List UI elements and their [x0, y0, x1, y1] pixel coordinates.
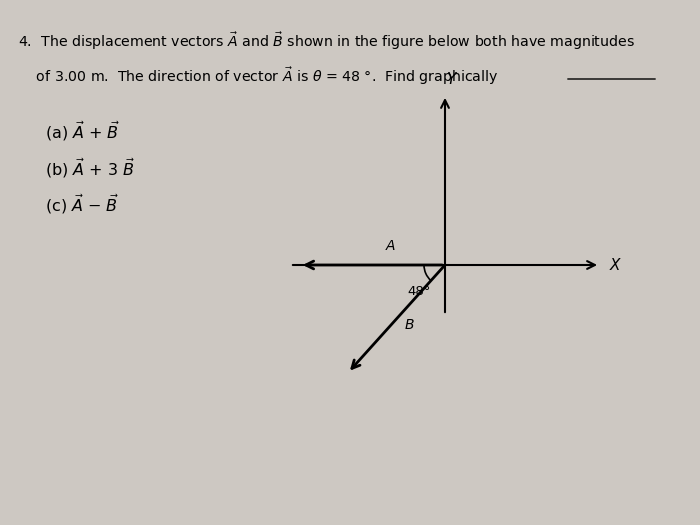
Text: 48°: 48°	[407, 285, 430, 298]
Text: B: B	[405, 319, 414, 332]
Text: of 3.00 m.  The direction of vector $\vec{A}$ is $\theta$ = 48 °.  Find graphica: of 3.00 m. The direction of vector $\vec…	[18, 65, 498, 87]
Text: 4.  The displacement vectors $\vec{A}$ and $\vec{B}$ shown in the figure below b: 4. The displacement vectors $\vec{A}$ an…	[18, 30, 635, 51]
Text: A: A	[386, 239, 396, 253]
Text: Y: Y	[447, 72, 456, 87]
Text: X: X	[610, 257, 620, 272]
Text: (c) $\vec{A}$ − $\vec{B}$: (c) $\vec{A}$ − $\vec{B}$	[45, 193, 119, 216]
Text: (b) $\vec{A}$ + 3 $\vec{B}$: (b) $\vec{A}$ + 3 $\vec{B}$	[45, 157, 135, 180]
Text: (a) $\vec{A}$ + $\vec{B}$: (a) $\vec{A}$ + $\vec{B}$	[45, 120, 120, 143]
